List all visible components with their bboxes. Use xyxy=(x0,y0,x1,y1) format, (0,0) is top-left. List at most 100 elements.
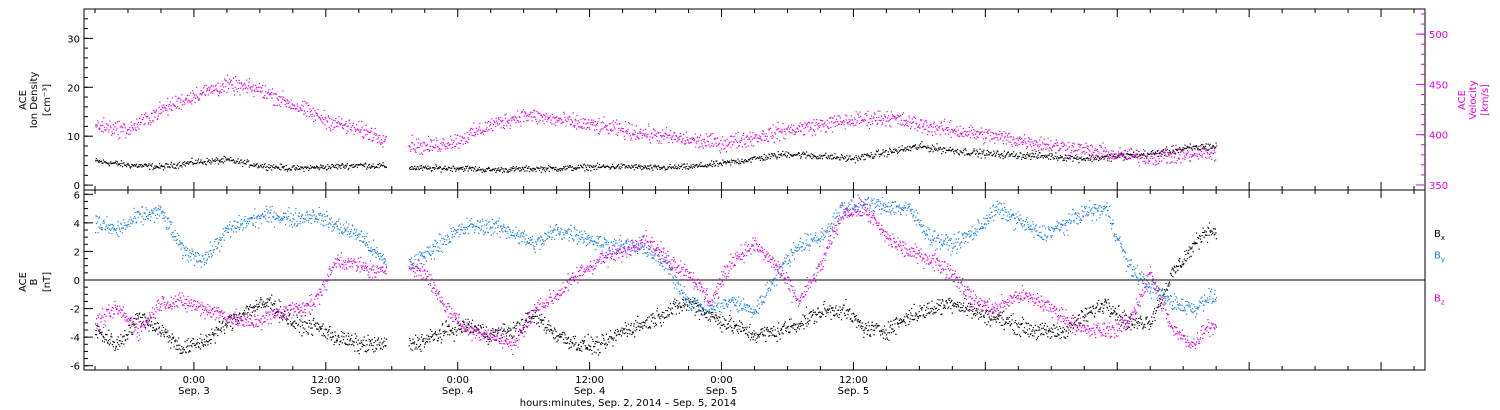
density-point xyxy=(815,157,817,159)
bfield-point xyxy=(413,342,415,344)
bfield-point xyxy=(218,329,220,331)
velocity-point xyxy=(655,133,657,135)
velocity-point xyxy=(1031,141,1033,143)
density-point xyxy=(592,165,595,167)
velocity-point xyxy=(830,126,832,128)
density-point xyxy=(150,164,152,166)
density-point xyxy=(939,147,941,149)
density-point xyxy=(141,164,143,166)
velocity-point xyxy=(813,119,815,121)
bfield-point xyxy=(210,338,212,340)
density-point xyxy=(642,168,644,170)
velocity-point xyxy=(1129,157,1131,159)
density-point xyxy=(493,168,495,170)
bfield-point xyxy=(263,303,265,305)
velocity-point xyxy=(583,127,585,129)
velocity-point xyxy=(723,139,725,141)
velocity-point xyxy=(337,125,339,128)
velocity-point xyxy=(767,140,769,142)
density-point xyxy=(824,154,826,156)
velocity-point xyxy=(500,120,502,122)
bfield-point xyxy=(116,342,118,344)
velocity-point xyxy=(802,124,804,126)
velocity-point xyxy=(497,117,499,119)
bfield-point xyxy=(488,338,490,340)
velocity-point xyxy=(411,134,413,136)
bfield-point xyxy=(382,342,384,344)
velocity-point xyxy=(467,137,469,139)
density-point xyxy=(157,166,159,168)
bfield-point xyxy=(700,310,702,312)
density-point xyxy=(338,166,340,168)
density-point xyxy=(668,167,670,169)
velocity-point xyxy=(857,113,859,115)
density-point xyxy=(1194,145,1196,147)
density-point xyxy=(987,154,989,156)
bfield-point xyxy=(432,339,434,341)
density-point xyxy=(639,165,641,168)
velocity-point xyxy=(1109,158,1111,160)
velocity-point xyxy=(984,141,986,144)
density-point xyxy=(319,167,321,169)
density-point xyxy=(650,164,652,166)
velocity-point xyxy=(642,129,645,131)
bfield-point xyxy=(138,313,140,315)
velocity-point xyxy=(1066,155,1068,157)
bfield-point xyxy=(412,342,414,344)
velocity-point xyxy=(596,129,598,131)
bfield-point xyxy=(262,304,264,306)
density-point xyxy=(994,155,996,157)
density-point xyxy=(1127,153,1129,155)
velocity-point xyxy=(617,134,619,136)
velocity-point xyxy=(719,152,722,154)
bfield-point xyxy=(583,340,585,342)
velocity-point xyxy=(699,145,701,147)
density-point xyxy=(242,166,244,168)
velocity-point xyxy=(1046,143,1049,145)
bfield-point xyxy=(334,331,336,333)
bfield-point xyxy=(502,323,504,325)
velocity-point xyxy=(944,118,946,120)
velocity-point xyxy=(184,99,186,101)
velocity-axis-label: ACE Velocity [km/s] xyxy=(1457,80,1491,119)
density-point xyxy=(537,167,539,170)
density-point xyxy=(1201,143,1203,146)
density-point xyxy=(162,169,165,171)
bfield-point xyxy=(616,328,618,330)
velocity-point xyxy=(378,141,380,143)
velocity-point xyxy=(291,107,293,109)
velocity-point xyxy=(811,122,813,124)
density-point xyxy=(869,156,872,158)
density-point xyxy=(728,160,730,162)
density-point xyxy=(470,166,472,169)
bfield-point xyxy=(185,352,187,354)
bfield-point xyxy=(575,342,577,344)
velocity-point xyxy=(1008,141,1010,143)
density-point xyxy=(362,165,364,167)
density-point xyxy=(631,164,633,166)
bfield-point xyxy=(448,325,450,327)
density-point xyxy=(428,168,430,170)
density-point xyxy=(661,168,663,170)
bfield-point xyxy=(274,303,276,305)
bfield-point xyxy=(245,305,248,307)
density-point xyxy=(325,165,327,167)
velocity-point xyxy=(700,134,702,136)
density-point xyxy=(997,151,999,153)
velocity-point xyxy=(969,137,972,139)
density-point xyxy=(484,169,486,171)
velocity-point xyxy=(891,114,894,116)
velocity-point xyxy=(163,104,165,106)
bfield-point xyxy=(714,318,716,320)
density-point xyxy=(1024,155,1027,157)
bfield-point xyxy=(190,344,192,347)
bfield-point xyxy=(725,328,727,330)
density-point xyxy=(199,162,201,164)
bfield-point xyxy=(568,348,570,350)
velocity-point xyxy=(963,136,965,138)
density-point xyxy=(1131,154,1133,156)
velocity-point xyxy=(1113,153,1116,155)
bfield-point xyxy=(447,334,449,336)
bfield-point xyxy=(548,324,550,326)
density-point xyxy=(367,167,369,169)
